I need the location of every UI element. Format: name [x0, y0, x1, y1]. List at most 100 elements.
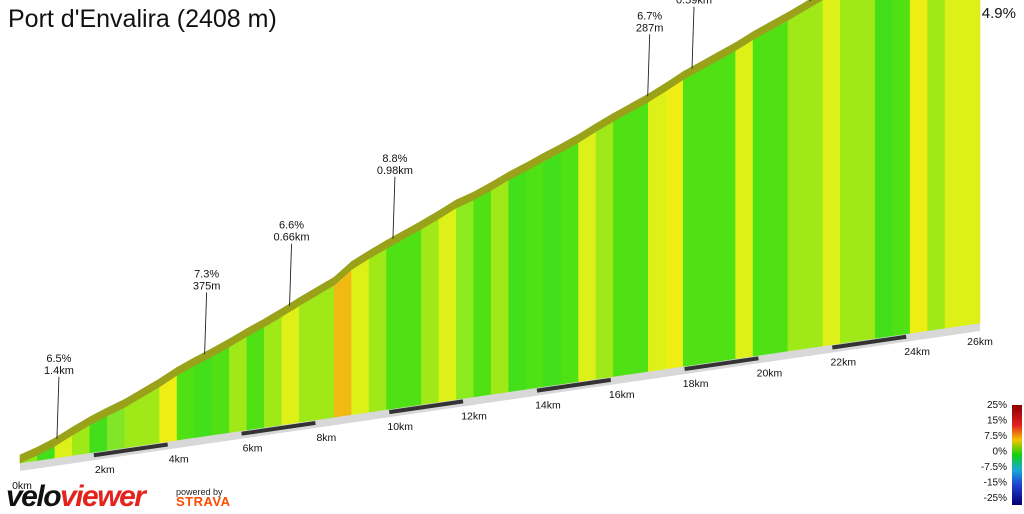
annotation-leader	[647, 34, 651, 97]
annotation-grade: 6.5%	[46, 353, 71, 365]
gradient-segment	[508, 170, 527, 393]
gradient-segment	[473, 189, 492, 398]
annotation-length: 0.98km	[377, 165, 413, 177]
annotation-leader	[392, 176, 396, 239]
axis-band	[832, 334, 907, 350]
gradient-segment	[176, 365, 195, 441]
gradient-segment	[246, 326, 265, 431]
gradient-segment	[456, 199, 475, 400]
profile-top-surface	[805, 0, 823, 11]
gradient-segment	[857, 0, 876, 342]
gradient-segment	[840, 0, 859, 344]
x-tick-label: 10km	[387, 421, 413, 433]
gradient-segment	[909, 0, 928, 334]
x-tick-label: 8km	[316, 432, 336, 444]
annotation-leader	[691, 6, 695, 69]
logo-viewer-text: viewer	[60, 480, 146, 513]
annotation-length: 0.66km	[273, 232, 309, 244]
legend-label: -15%	[984, 478, 1007, 489]
x-tick-label: 4km	[169, 453, 189, 465]
gradient-annotations: 6.5%1.4km 7.3%375m 6.6%0.66km 8.8%0.98km 6.7…	[44, 0, 811, 439]
gradient-segment	[386, 238, 405, 410]
gradient-legend-bar	[1012, 405, 1022, 505]
logo-velo-text: velo	[6, 480, 62, 513]
gradient-segment	[351, 258, 370, 415]
gradient-segment	[770, 19, 789, 354]
x-tick-label: 14km	[535, 400, 561, 412]
powered-by-text: powered by	[176, 487, 223, 497]
gradient-segment	[648, 90, 667, 372]
gradient-segment	[805, 0, 824, 349]
x-tick-label: 0km	[12, 480, 32, 492]
annotation-leader	[289, 243, 292, 306]
annotation-length: 287m	[636, 22, 664, 34]
legend-label: 7.5%	[984, 431, 1007, 442]
x-tick-label: 20km	[757, 367, 783, 379]
gradient-segment	[822, 0, 841, 347]
gradient-segment	[962, 0, 981, 326]
legend-label: 15%	[987, 416, 1007, 427]
gradient-segment	[560, 141, 579, 385]
legend-label: -25%	[984, 493, 1007, 504]
strava-badge: powered by STRAVA	[176, 487, 231, 509]
annotation-leader	[204, 292, 208, 355]
annotation-leader	[56, 376, 60, 439]
gradient-segment	[438, 207, 457, 403]
annotation-length: 375m	[193, 280, 221, 292]
axis-band	[388, 399, 464, 415]
page-title: Port d'Envalira (2408 m)	[8, 5, 277, 33]
gradient-segment	[578, 130, 597, 382]
axis-band	[241, 420, 316, 436]
x-tick-label: 2km	[95, 464, 115, 476]
annotation-grade: 8.8%	[382, 153, 407, 165]
gradient-segment	[194, 355, 213, 438]
x-tick-label: 26km	[967, 336, 993, 348]
x-tick-label: 22km	[830, 357, 856, 369]
annotation-grade: 6.7%	[637, 10, 662, 22]
annotation-grade: 7.3%	[194, 268, 219, 280]
legend-label: 25%	[987, 400, 1007, 411]
gradient-segment	[159, 374, 178, 443]
gradient-segment	[665, 78, 684, 370]
gradient-segment	[211, 346, 230, 436]
gradient-segment	[316, 284, 335, 421]
gradient-segment	[368, 247, 387, 413]
x-tick-label: 24km	[904, 346, 930, 358]
x-tick-label: 16km	[609, 389, 635, 401]
gradient-segment	[613, 111, 632, 377]
axis-band	[536, 377, 612, 393]
veloviewer-logo: veloviewer	[6, 480, 146, 514]
gradient-segment	[717, 49, 736, 362]
gradient-segment	[421, 218, 440, 405]
gradient-segment	[229, 335, 248, 433]
gradient-segment	[264, 316, 283, 428]
gradient-segment	[595, 120, 614, 380]
gradient-segment	[927, 0, 946, 331]
gradient-segment	[490, 179, 510, 395]
gradient-segment	[630, 101, 649, 375]
gradient-segment	[787, 9, 806, 352]
gradient-segment	[752, 29, 771, 357]
gradient-segment	[525, 160, 544, 390]
gradient-segment	[682, 69, 702, 367]
strava-logo-text: STRAVA	[176, 494, 231, 509]
gradient-segment	[735, 39, 754, 359]
gradient-segment	[543, 151, 562, 387]
gradient-segment	[874, 0, 894, 339]
gradient-legend: 25% 15% 7.5% 0% -7.5% -15% -25%	[981, 400, 1022, 505]
axis-band	[93, 442, 168, 458]
gradient-segment	[403, 228, 422, 408]
x-tick-label: 6km	[243, 443, 263, 455]
legend-label: -7.5%	[981, 462, 1007, 473]
axis-band	[684, 356, 759, 372]
gradient-segment	[298, 294, 318, 423]
x-axis-ticks: 0km 2km 4km 6km 8km 10km 12km 14km 16km 18km 20km 2…	[12, 334, 993, 492]
gradient-segment	[333, 268, 352, 418]
gradient-segment	[281, 305, 300, 426]
annotation-length: 1.4km	[44, 365, 74, 377]
annotation-length: 0.59km	[676, 0, 712, 7]
profile-segments	[19, 0, 981, 464]
x-tick-label: 12km	[461, 410, 487, 422]
annotation-grade: 6.6%	[279, 220, 304, 232]
